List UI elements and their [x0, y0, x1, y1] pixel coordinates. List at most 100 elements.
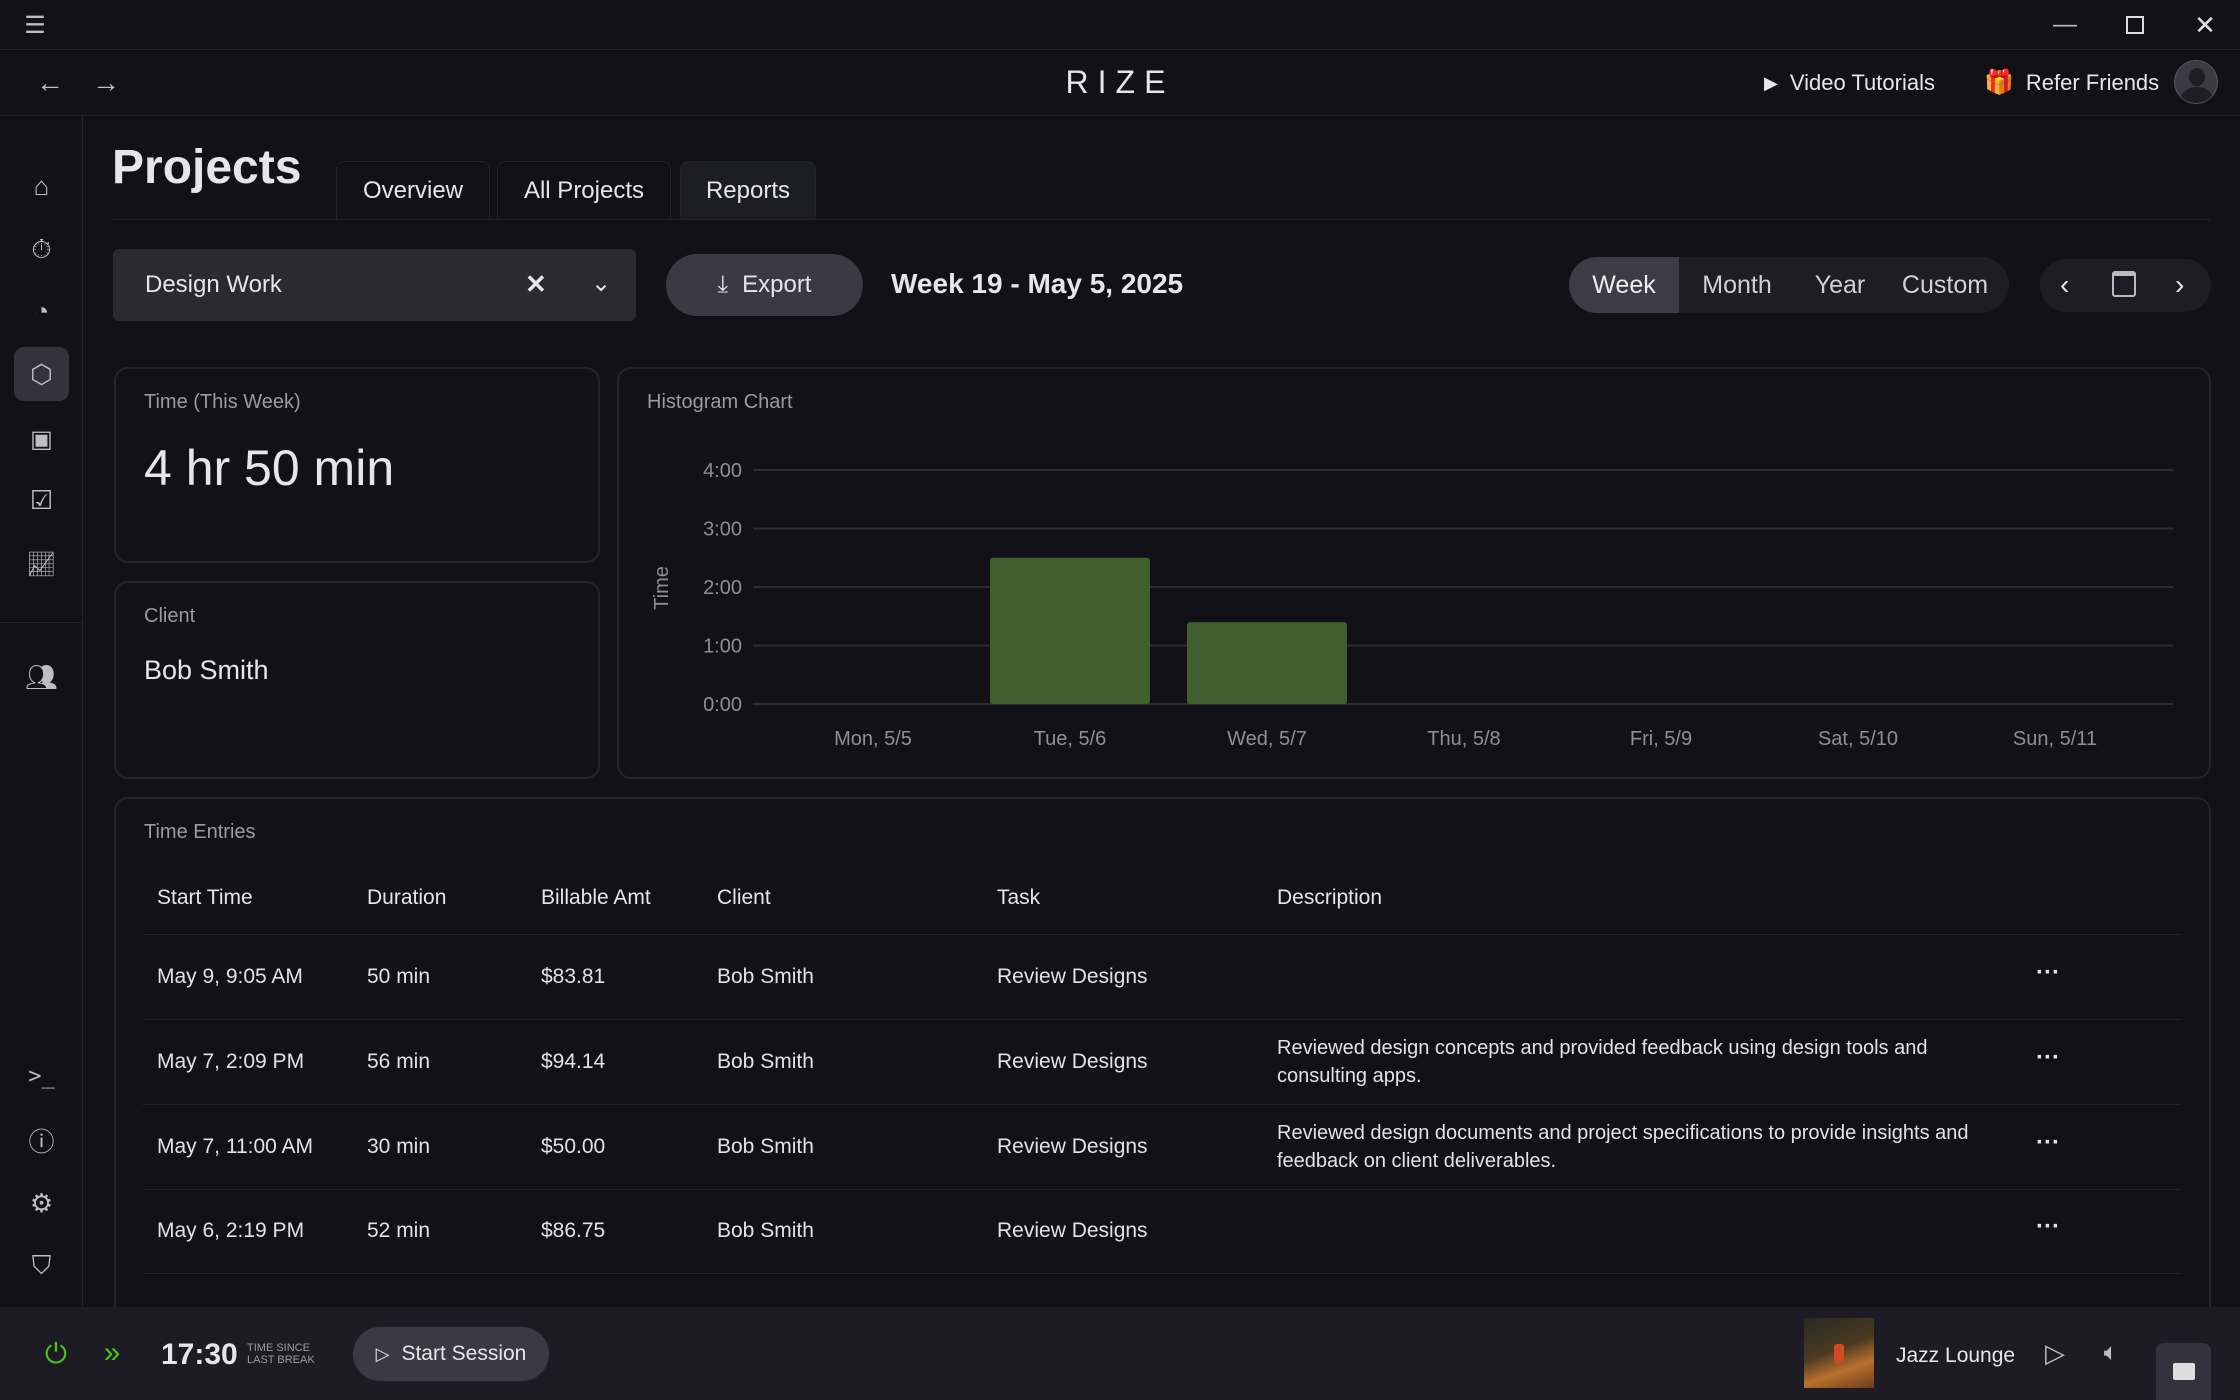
cell-amount: $50.00 — [541, 1134, 606, 1158]
fast-forward-icon[interactable]: » — [103, 1336, 121, 1369]
cell-description: Reviewed design documents and project sp… — [1277, 1121, 1969, 1172]
y-tick-label: 2:00 — [703, 577, 742, 599]
project-select[interactable]: Design Work ✕ ⌄ — [113, 249, 636, 321]
tab-overview[interactable]: Overview — [336, 161, 490, 219]
tab-all-projects[interactable]: All Projects — [497, 161, 671, 219]
cell-start: May 6, 2:19 PM — [157, 1219, 305, 1242]
cell-duration: 30 min — [367, 1134, 431, 1158]
more-options-icon[interactable]: ··· — [2036, 1213, 2060, 1240]
x-tick-label: Wed, 5/7 — [1227, 728, 1307, 750]
chat-icon — [2173, 1363, 2195, 1380]
calendar-icon[interactable] — [2112, 271, 2136, 297]
more-options-icon[interactable]: ··· — [2036, 1128, 2060, 1156]
y-tick-label: 1:00 — [703, 636, 742, 658]
col-task[interactable]: Task — [997, 886, 1041, 909]
client-card-value: Bob Smith — [144, 655, 269, 685]
avatar[interactable] — [2174, 60, 2218, 104]
home-icon[interactable]: ⌂ — [33, 170, 50, 201]
album-art — [1804, 1318, 1874, 1388]
timer-caption-line: LAST BREAK — [247, 1354, 315, 1366]
period-month[interactable]: Month — [1679, 257, 1795, 313]
close-icon[interactable]: ✕ — [2194, 9, 2216, 40]
cell-task: Review Designs — [997, 1219, 1148, 1242]
menu-icon[interactable]: ☰ — [24, 11, 46, 39]
bar[interactable] — [1187, 622, 1347, 704]
export-label: Export — [742, 271, 812, 298]
refer-friends-link[interactable]: 🎁 Refer Friends — [1984, 68, 2159, 97]
row-divider — [143, 1019, 2181, 1020]
tasks-check-icon[interactable]: ☑ — [29, 484, 54, 515]
cell-task: Review Designs — [997, 964, 1148, 988]
time-this-week-card: Time (This Week) 4 hr 50 min — [114, 367, 600, 563]
export-button[interactable]: ⤓ Export — [666, 254, 863, 316]
terminal-icon[interactable]: >_ — [28, 1063, 55, 1089]
gift-icon: 🎁 — [1984, 69, 2014, 96]
power-icon[interactable]: ⏻ — [44, 1337, 68, 1369]
volume-icon[interactable]: 🔈︎ — [2103, 1339, 2119, 1366]
chat-button[interactable] — [2156, 1343, 2211, 1400]
period-label: Week — [1592, 270, 1656, 299]
cell-task: Review Designs — [997, 1134, 1148, 1158]
row-divider — [143, 934, 2181, 935]
period-custom[interactable]: Custom — [1885, 257, 2005, 313]
chevron-right-icon[interactable]: › — [2175, 269, 2185, 300]
pie-chart-icon[interactable]: ◔ — [33, 295, 50, 326]
col-duration[interactable]: Duration — [367, 886, 447, 909]
more-options-icon[interactable]: ··· — [2036, 958, 2060, 986]
play-icon[interactable]: ▷ — [2045, 1337, 2065, 1368]
col-billable[interactable]: Billable Amt — [541, 886, 651, 909]
download-icon: ⤓ — [717, 271, 729, 298]
x-tick-label: Fri, 5/9 — [1630, 728, 1692, 750]
x-tick-label: Sun, 5/11 — [2013, 728, 2097, 750]
tab-reports[interactable]: Reports — [680, 161, 816, 219]
period-year[interactable]: Year — [1795, 257, 1885, 313]
back-arrow-icon[interactable]: ← — [36, 67, 64, 98]
chevron-down-icon[interactable]: ⌄ — [591, 270, 612, 297]
chevron-left-icon[interactable]: ‹ — [2060, 269, 2070, 300]
start-session-label: Start Session — [401, 1342, 527, 1365]
video-tutorials-link[interactable]: ▶ Video Tutorials — [1764, 70, 1935, 96]
project-select-value: Design Work — [145, 271, 282, 298]
cell-description: Reviewed design concepts and provided fe… — [1277, 1036, 1928, 1087]
col-start-time[interactable]: Start Time — [157, 886, 253, 909]
track-title: Jazz Lounge — [1896, 1344, 2016, 1367]
cell-task: Review Designs — [997, 1049, 1148, 1073]
app-logo: RIZE — [1065, 64, 1175, 100]
start-session-button[interactable]: ▷ Start Session — [353, 1327, 549, 1381]
break-timer: 17:30 — [161, 1338, 238, 1371]
maximize-icon[interactable] — [2115, 10, 2155, 40]
forward-arrow-icon[interactable]: → — [92, 67, 120, 98]
tab-label: All Projects — [523, 176, 645, 204]
y-tick-label: 4:00 — [703, 460, 742, 482]
projects-cube-icon[interactable]: ⬡ — [14, 347, 69, 401]
chart-title: Histogram Chart — [647, 391, 793, 413]
x-tick-label: Sat, 5/10 — [1818, 728, 1898, 750]
cell-amount: $94.14 — [541, 1049, 606, 1073]
timer-icon[interactable]: ⏱ — [31, 234, 52, 264]
line-chart-icon[interactable]: 📈︎ — [26, 550, 57, 578]
cell-amount: $86.75 — [541, 1219, 606, 1242]
cell-client: Bob Smith — [717, 1219, 814, 1242]
settings-gear-icon[interactable]: ⚙ — [29, 1187, 54, 1218]
client-badge-icon[interactable]: ▣ — [30, 425, 53, 453]
col-description[interactable]: Description — [1277, 886, 1383, 909]
minimize-icon[interactable]: — — [2053, 11, 2077, 38]
refer-friends-label: Refer Friends — [2025, 69, 2160, 95]
cell-start: May 7, 2:09 PM — [157, 1049, 305, 1073]
bar[interactable] — [990, 557, 1150, 704]
shield-icon[interactable]: ⛉ — [31, 1250, 52, 1280]
more-options-icon[interactable]: ··· — [2036, 1043, 2060, 1071]
col-client[interactable]: Client — [717, 886, 771, 909]
row-divider — [143, 1104, 2181, 1105]
cell-client: Bob Smith — [717, 1134, 814, 1158]
y-axis-label: Time — [651, 566, 673, 610]
tab-label: Overview — [362, 176, 464, 204]
users-icon[interactable]: 👥︎ — [24, 661, 58, 692]
period-week[interactable]: Week — [1569, 257, 1679, 313]
clear-icon[interactable]: ✕ — [525, 269, 547, 299]
period-label: Custom — [1901, 270, 1989, 299]
row-divider — [143, 1189, 2181, 1190]
date-nav-group: ‹ › — [2040, 259, 2211, 312]
help-icon[interactable]: ⓘ — [28, 1126, 55, 1157]
x-tick-label: Mon, 5/5 — [834, 728, 912, 750]
